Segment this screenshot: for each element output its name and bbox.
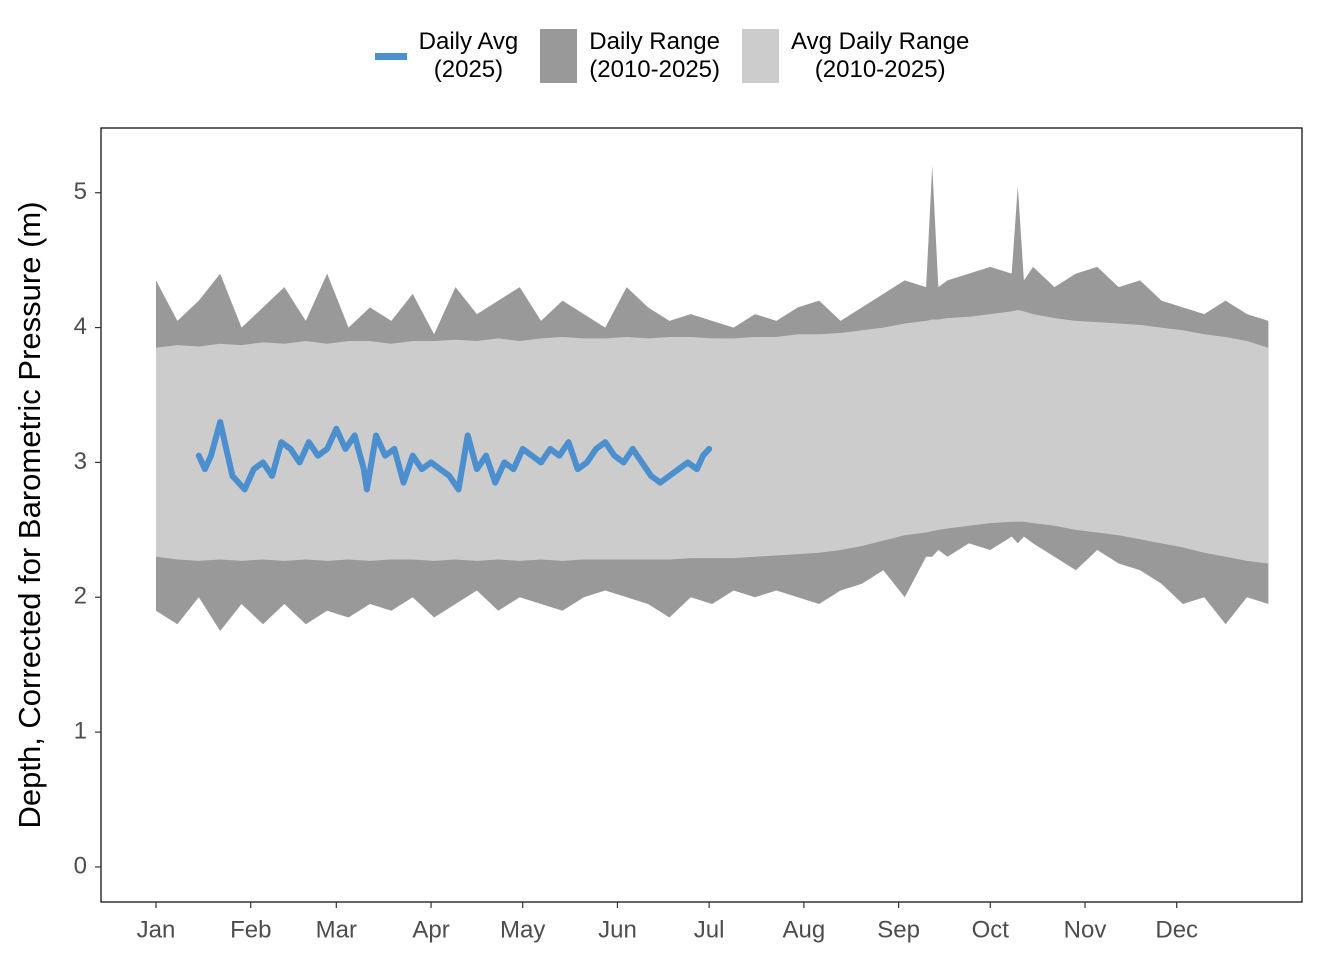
x-tick-label: Jun	[598, 916, 637, 943]
x-tick-label: Aug	[783, 916, 826, 943]
legend-item: Avg Daily Range (2010-2025)	[742, 28, 969, 84]
x-tick-label: Dec	[1155, 916, 1198, 943]
legend-label: Daily Range (2010-2025)	[589, 28, 721, 83]
plot-border	[100, 127, 1303, 903]
range-band	[156, 310, 1269, 564]
legend-key	[374, 52, 407, 60]
legend: Daily Avg (2025) Daily Range (2010-2025) A…	[0, 28, 1344, 84]
y-tick-label: 3	[74, 448, 87, 475]
legend-label: Daily Avg (2025)	[418, 28, 519, 83]
y-axis-title: Depth, Corrected for Barometric Pressure…	[12, 201, 47, 828]
legend-item: Daily Range (2010-2025)	[540, 28, 720, 84]
x-tick-label: Feb	[230, 916, 271, 943]
legend-label: Avg Daily Range (2010-2025)	[791, 28, 970, 83]
x-tick-label: Jul	[694, 916, 725, 943]
x-tick-label: Jan	[137, 916, 176, 943]
x-tick-label: Mar	[316, 916, 357, 943]
legend-key	[742, 29, 780, 83]
x-tick-label: Oct	[972, 916, 1010, 943]
x-tick-label: Apr	[412, 916, 449, 943]
legend-item: Daily Avg (2025)	[374, 28, 519, 84]
x-tick-label: Nov	[1064, 916, 1107, 943]
y-tick-label: 2	[74, 583, 87, 610]
x-tick-label: May	[500, 916, 545, 943]
y-tick-label: 5	[74, 178, 87, 205]
x-tick-label: Sep	[877, 916, 920, 943]
y-tick-label: 1	[74, 717, 87, 744]
series-line	[195, 418, 713, 493]
y-tick-label: 4	[74, 313, 87, 340]
legend-key	[540, 29, 578, 83]
y-tick-label: 0	[74, 852, 87, 879]
